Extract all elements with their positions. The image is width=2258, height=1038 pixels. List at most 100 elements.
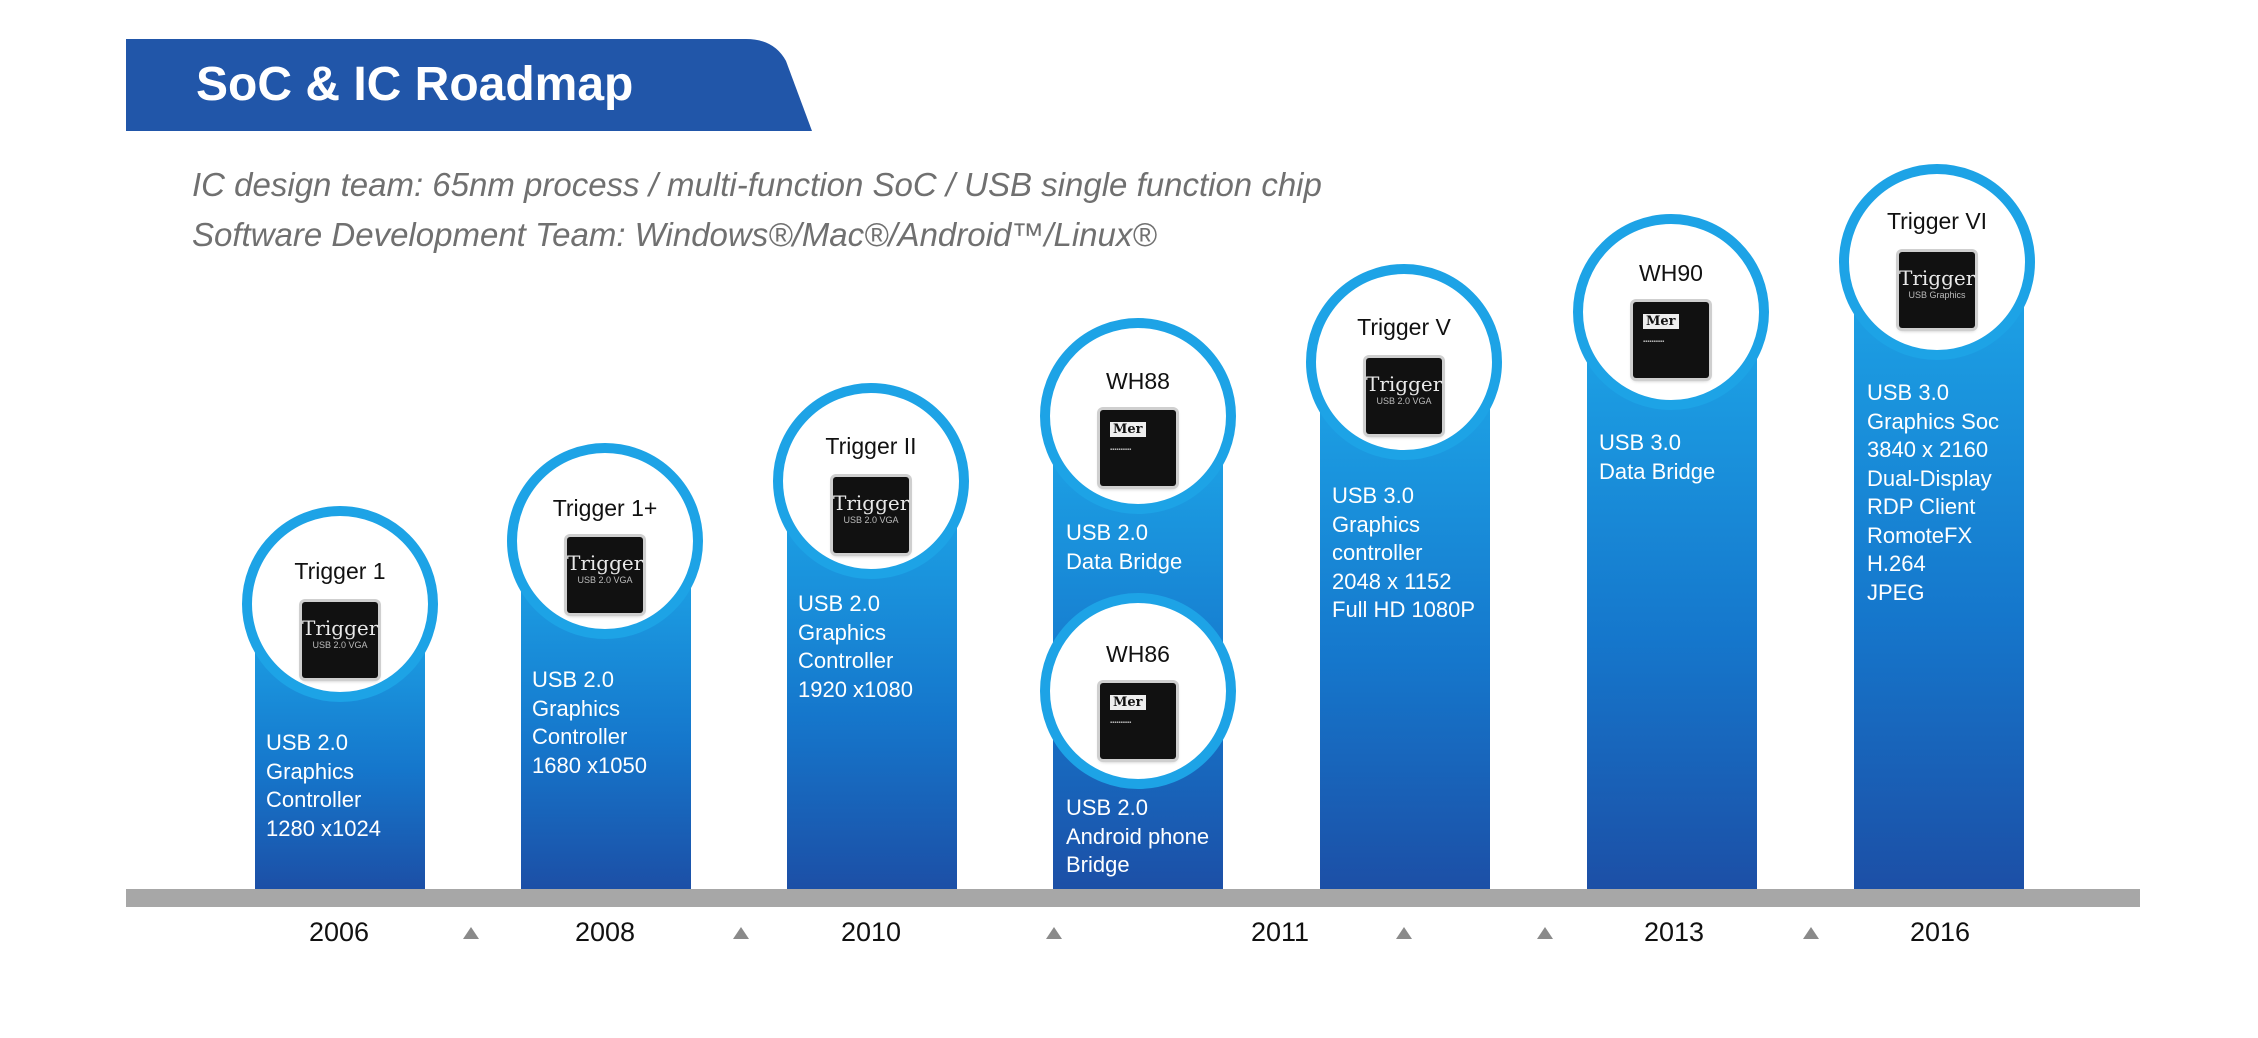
product-name: Trigger VI [1886, 208, 1988, 234]
timeline-marker-icon [1803, 927, 1819, 939]
desc-line: Dual-Display [1867, 465, 1992, 491]
chip-mark: Trigger [302, 616, 379, 640]
subtitle-software-team: Software Development Team: Windows®/Mac®… [192, 216, 1157, 253]
desc-line: USB 2.0 [266, 730, 348, 755]
product-description: USB 3.0 Data Bridge [1599, 429, 1715, 486]
chip-icon: Trigger USB 2.0 VGA [567, 537, 643, 613]
desc-line: 1680 x1050 [532, 752, 647, 778]
desc-line: JPEG [1867, 579, 1925, 605]
desc-line: RDP Client [1867, 494, 1976, 519]
subtitle-ic-team: IC design team: 65nm process / multi-fun… [192, 166, 1322, 203]
year-label-2006: 2006 [308, 917, 370, 947]
desc-line: 1280 x1024 [266, 815, 381, 841]
chip-subtext: USB 2.0 VGA [1376, 396, 1432, 406]
chip-subtext: USB 2.0 VGA [843, 515, 899, 525]
roadmap-bar-trigger-v [1320, 380, 1490, 890]
chip-mark: Trigger [1366, 372, 1443, 396]
roadmap-bar-trigger-vi [1854, 280, 2024, 890]
desc-line: 2048 x 1152 [1332, 568, 1452, 594]
desc-line: Bridge [1066, 852, 1130, 877]
chip-subtext: USB Graphics [1908, 290, 1966, 300]
timeline-marker-icon [733, 927, 749, 939]
desc-line: Android phone [1066, 823, 1210, 849]
timeline-marker-icon [1046, 927, 1062, 939]
desc-line: Controller [532, 724, 628, 749]
product-badge-trigger-v: Trigger V Trigger USB 2.0 VGA [1306, 264, 1502, 460]
product-name: WH88 [1106, 368, 1170, 394]
chip-mark: Mer [1110, 422, 1146, 437]
timeline-marker-icon [1537, 927, 1553, 939]
product-badge-trigger-ii: Trigger II Trigger USB 2.0 VGA [773, 383, 969, 579]
chip-print-lines: ▪▪▪▪▪▪▪▪▪▪ [1643, 339, 1665, 345]
desc-line: USB 3.0 [1867, 380, 1949, 405]
desc-line: Graphics [1332, 511, 1421, 537]
chip-mark: Mer [1643, 314, 1679, 329]
timeline-marker-icon [1396, 927, 1412, 939]
desc-line: Graphics [266, 758, 355, 784]
product-badge-wh88: WH88 Mer ▪▪▪▪▪▪▪▪▪▪ [1040, 318, 1236, 514]
timeline-marker-icon [463, 927, 479, 939]
product-description: USB 2.0 Graphics Controller 1680 x1050 [532, 666, 647, 780]
timeline-axis [126, 889, 2140, 907]
desc-line: Graphics [798, 619, 887, 645]
desc-line: H.264 [1867, 551, 1926, 576]
year-label-2016: 2016 [1909, 917, 1971, 947]
year-label-2011: 2011 [1250, 917, 1310, 947]
title-banner [126, 39, 812, 131]
chip-subtext: USB 2.0 VGA [577, 575, 633, 585]
desc-line: Controller [266, 787, 362, 812]
chip-icon: Trigger USB 2.0 VGA [302, 602, 378, 678]
year-label-2010: 2010 [840, 917, 902, 947]
product-badge-trigger-1-plus: Trigger 1+ Trigger USB 2.0 VGA [507, 443, 703, 639]
chip-mark: Trigger [1899, 266, 1976, 290]
title-banner-shape [126, 39, 812, 131]
desc-line: Data Bridge [1066, 548, 1183, 574]
chip-mark: Trigger [833, 491, 910, 515]
product-description: USB 2.0 Data Bridge [1066, 519, 1182, 576]
page-title: SoC & IC Roadmap [196, 58, 634, 111]
product-description: USB 2.0 Graphics Controller 1920 x1080 [798, 590, 913, 704]
chip-mark: Trigger [567, 551, 644, 575]
chip-icon: Mer ▪▪▪▪▪▪▪▪▪▪ [1100, 683, 1176, 759]
product-description: USB 3.0 Graphics controller 2048 x 1152 … [1332, 482, 1475, 625]
desc-line: Controller [798, 648, 894, 673]
year-label-2013: 2013 [1643, 917, 1705, 947]
desc-line: 1920 x1080 [798, 676, 913, 702]
product-badge-wh86: WH86 Mer ▪▪▪▪▪▪▪▪▪▪ [1040, 593, 1236, 789]
product-name: Trigger 1 [294, 558, 386, 584]
product-name: WH90 [1639, 260, 1703, 286]
desc-line: USB 2.0 [1066, 795, 1148, 820]
chip-subtext: USB 2.0 VGA [312, 640, 368, 650]
chip-icon: Trigger USB 2.0 VGA [1366, 358, 1442, 434]
chip-icon: Mer ▪▪▪▪▪▪▪▪▪▪ [1100, 410, 1176, 486]
product-badge-trigger-1: Trigger 1 Trigger USB 2.0 VGA [242, 506, 438, 702]
desc-line: Graphics Soc [1867, 408, 2000, 434]
roadmap-bar-wh90 [1587, 330, 1757, 890]
desc-line: Full HD 1080P [1332, 597, 1476, 622]
desc-line: USB 2.0 [1066, 520, 1148, 545]
desc-line: USB 3.0 [1332, 483, 1414, 508]
desc-line: Data Bridge [1599, 458, 1716, 484]
chip-icon: Trigger USB 2.0 VGA [833, 477, 909, 553]
product-name: WH86 [1106, 641, 1170, 667]
chip-print-lines: ▪▪▪▪▪▪▪▪▪▪ [1110, 447, 1132, 453]
desc-line: USB 3.0 [1599, 430, 1681, 455]
chip-icon: Mer ▪▪▪▪▪▪▪▪▪▪ [1633, 302, 1709, 378]
desc-line: USB 2.0 [532, 667, 614, 692]
product-name: Trigger V [1357, 314, 1451, 340]
product-badge-wh90: WH90 Mer ▪▪▪▪▪▪▪▪▪▪ [1573, 214, 1769, 410]
product-name: Trigger II [825, 433, 917, 459]
chip-icon: Trigger USB Graphics [1899, 252, 1975, 328]
chip-mark: Mer [1110, 695, 1146, 710]
desc-line: USB 2.0 [798, 591, 880, 616]
product-description: USB 2.0 Graphics Controller 1280 x1024 [266, 729, 381, 843]
product-badge-trigger-vi: Trigger VI Trigger USB Graphics [1839, 164, 2035, 360]
product-description: USB 3.0 Graphics Soc 3840 x 2160 Dual-Di… [1867, 379, 1999, 607]
desc-line: 3840 x 2160 [1867, 437, 1989, 462]
chip-print-lines: ▪▪▪▪▪▪▪▪▪▪ [1110, 720, 1132, 726]
product-name: Trigger 1+ [552, 495, 658, 521]
year-label-2008: 2008 [574, 917, 636, 947]
desc-line: RomoteFX [1867, 522, 1973, 548]
product-description: USB 2.0 Android phone Bridge [1066, 794, 1209, 880]
desc-line: Graphics [532, 695, 621, 721]
